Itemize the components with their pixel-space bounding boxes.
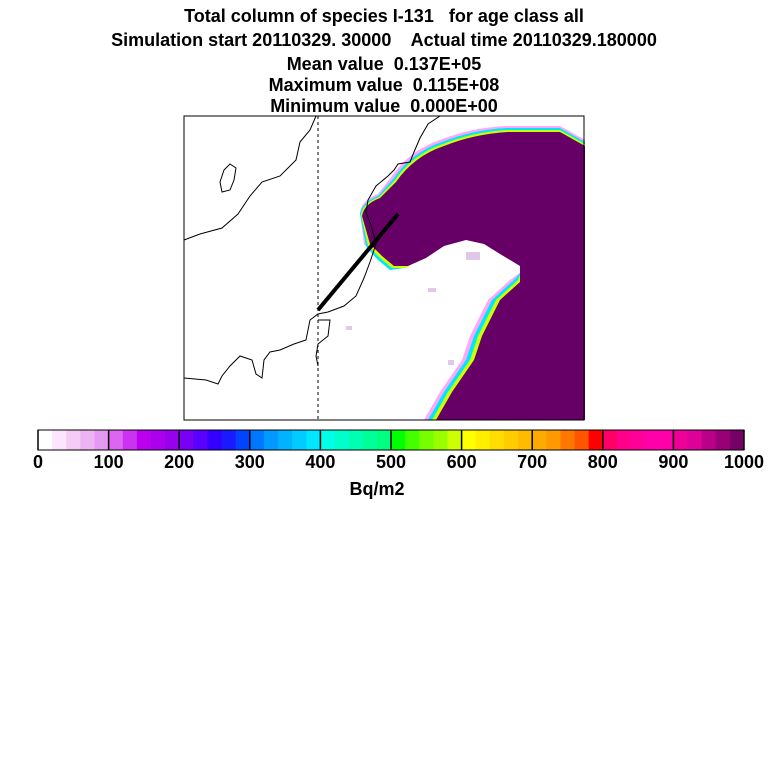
colorbar-cell [94, 430, 110, 450]
colorbar-cell [419, 430, 434, 450]
colorbar-cell [235, 430, 251, 450]
colorbar-tick-label: 100 [93, 452, 124, 472]
coastline-west [183, 115, 317, 241]
colorbar-cell [136, 430, 152, 450]
coastline-island [219, 163, 237, 193]
coastline-east [183, 115, 441, 385]
colorbar-cell [38, 430, 53, 450]
colorbar-cell [729, 430, 745, 450]
colorbar-cell [475, 430, 491, 450]
release-track [316, 212, 400, 312]
colorbar-cell [292, 430, 307, 450]
colorbar-tick-label: 300 [234, 452, 265, 472]
colorbar-cells [38, 430, 745, 450]
colorbar-cell [405, 430, 420, 450]
colorbar-cell [165, 430, 180, 450]
colorbar-cell [616, 430, 632, 450]
colorbar-cell [489, 430, 505, 450]
colorbar-cell [122, 430, 138, 450]
colorbar-tick-label: 0 [32, 452, 44, 472]
colorbar-cell [249, 430, 265, 450]
colorbar-tick-label: 1000 [723, 452, 765, 472]
colorbar-cell [278, 430, 293, 450]
colorbar-cell [306, 430, 321, 450]
colorbar-tick-label: 900 [658, 452, 689, 472]
colorbar-cell [560, 430, 576, 450]
colorbar-cell [546, 430, 561, 450]
colorbar-cell [207, 430, 223, 450]
colorbar-cell [715, 430, 731, 450]
colorbar-cell [659, 430, 674, 450]
coastlines [183, 115, 441, 385]
colorbar-cell [391, 430, 406, 450]
colorbar [37, 429, 745, 451]
colorbar-frame [37, 429, 745, 451]
colorbar-cell [66, 430, 81, 450]
map-panel [183, 115, 585, 421]
colorbar-tick-label: 200 [164, 452, 195, 472]
max-value-line: Maximum value 0.115E+08 [268, 75, 500, 95]
colorbar-cell [179, 430, 194, 450]
colorbar-cell [52, 430, 67, 450]
colorbar-cell [631, 430, 646, 450]
colorbar-cell [687, 430, 703, 450]
map-frame [183, 115, 585, 421]
colorbar-cell [376, 430, 392, 450]
colorbar-cell [362, 430, 378, 450]
colorbar-cell [701, 430, 717, 450]
colorbar-tick-label: 600 [446, 452, 477, 472]
colorbar-cell [588, 430, 604, 450]
concentration-plume [360, 126, 585, 420]
colorbar-cell [80, 430, 95, 450]
colorbar-cell [532, 430, 547, 450]
colorbar-tick-label: 500 [375, 452, 407, 472]
title-species-line: Total column of species I-131 for age cl… [184, 6, 584, 26]
colorbar-cell [193, 430, 208, 450]
title-time-line: Simulation start 20110329. 30000 Actual … [111, 30, 657, 50]
colorbar-cell [447, 430, 463, 450]
min-value-line: Minimum value 0.000E+00 [270, 96, 498, 116]
plume-core [362, 132, 585, 420]
colorbar-cell [518, 430, 533, 450]
colorbar-cell [673, 430, 689, 450]
colorbar-cell [320, 430, 336, 450]
colorbar-tick-label: 400 [305, 452, 336, 472]
colorbar-cell [602, 430, 618, 450]
colorbar-cell [348, 430, 364, 450]
colorbar-cell [108, 430, 124, 450]
colorbar-unit-label: Bq/m2 [349, 479, 405, 499]
colorbar-tick-label: 700 [517, 452, 548, 472]
colorbar-cell [221, 430, 237, 450]
colorbar-cell [263, 430, 279, 450]
mean-value-line: Mean value 0.137E+05 [286, 54, 482, 74]
faint-deposition [346, 252, 480, 365]
colorbar-cell [461, 430, 477, 450]
colorbar-cell [334, 430, 350, 450]
colorbar-cell [574, 430, 590, 450]
colorbar-cell [645, 430, 660, 450]
colorbar-cell [150, 430, 166, 450]
colorbar-cell [433, 430, 448, 450]
coastline-south [315, 319, 331, 367]
colorbar-tick-label: 800 [587, 452, 618, 472]
colorbar-cell [503, 430, 519, 450]
